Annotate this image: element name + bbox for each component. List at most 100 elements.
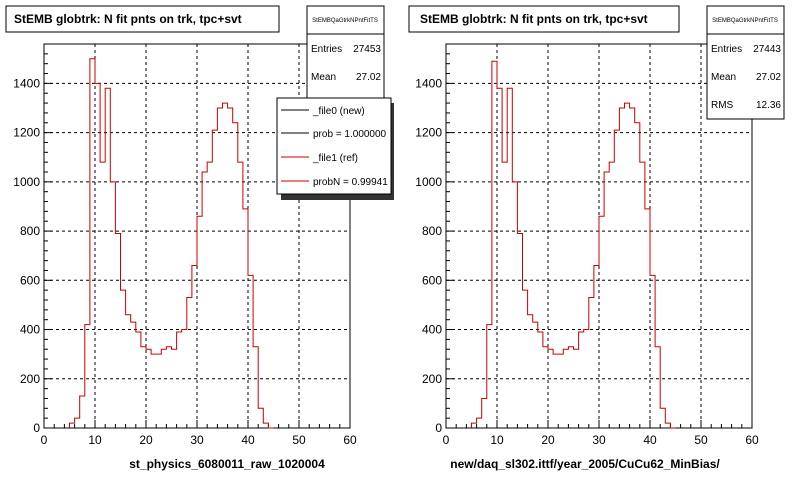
left-histogram-bin (80, 396, 85, 428)
right-histogram-bin (589, 298, 594, 428)
left-y-tick-label: 200 (20, 372, 40, 386)
right-x-tick-label: 0 (443, 433, 450, 447)
legend-label-prob: prob = 1.000000 (313, 129, 387, 140)
left-histogram-bin (156, 354, 161, 428)
left-y-tick-label: 1000 (13, 175, 40, 189)
left-x-axis-label: st_physics_6080011_raw_1020004 (129, 457, 325, 471)
right-histogram-bin (528, 315, 533, 428)
right-histogram-bin (614, 130, 619, 428)
left-histogram-bin (105, 88, 110, 428)
right-histogram-bin (563, 349, 568, 428)
right-histogram-bin (517, 234, 522, 428)
left-series (69, 58, 274, 429)
left-y-tick-label: 600 (20, 273, 40, 287)
left-y-tick-label: 800 (20, 224, 40, 238)
right-y-tick-label: 1200 (415, 126, 442, 140)
right-histogram-bin (604, 172, 609, 428)
left-histogram-bin (100, 162, 105, 428)
right-histogram-bin (619, 108, 624, 428)
left-x-tick-label: 40 (241, 433, 255, 447)
right-histogram-bin (543, 347, 548, 428)
left-histogram-bin (248, 275, 253, 428)
right-x-tick-label: 10 (490, 433, 504, 447)
left-histogram-bin (121, 290, 126, 428)
left-stats-entries-value: 27453 (353, 44, 381, 55)
right-y-tick-label: 800 (422, 224, 442, 238)
legend-frame (276, 97, 392, 195)
left-y-tick-label: 400 (20, 323, 40, 337)
right-histogram-bin (568, 347, 573, 428)
right-histogram-bin (533, 322, 538, 428)
right-series (471, 60, 676, 429)
right-y-tick-label: 200 (422, 372, 442, 386)
left-x-tick-label: 0 (41, 433, 48, 447)
left-stats-entries-label: Entries (311, 44, 342, 55)
right-histogram-bin (579, 332, 584, 428)
right-histogram-bin (492, 61, 497, 428)
right-histogram-bin (665, 423, 670, 428)
right-grid (446, 44, 752, 428)
left-histogram-bin (131, 322, 136, 428)
right-histogram-bin (558, 354, 563, 428)
left-title-box: StEMB globtrk: N fit pnts on trk, tpc+sv… (5, 5, 280, 33)
right-histogram-line (471, 60, 676, 429)
right-histogram-bin (553, 354, 558, 428)
left-histogram-bin (90, 59, 95, 428)
right-histogram-bin (548, 349, 553, 428)
left-histogram-bin (238, 162, 243, 428)
left-histogram-bin (166, 347, 171, 428)
right-histogram-bin (584, 330, 589, 428)
left-histogram-bin (172, 349, 177, 428)
right-histogram-bin (482, 398, 487, 428)
left-histogram-bin (217, 108, 222, 428)
left-y-tick-label: 1400 (13, 76, 40, 90)
right-y-tick-label: 600 (422, 273, 442, 287)
right-histogram-bin (625, 103, 630, 428)
left-histogram-bin (115, 234, 120, 428)
left-histogram-bin (126, 315, 131, 428)
right-histogram-bin (609, 162, 614, 428)
right-stats-entries-label: Entries (711, 44, 742, 55)
left-histogram-bin (151, 354, 156, 428)
right-x-tick-label: 30 (592, 433, 606, 447)
left-histogram-bin (243, 209, 248, 428)
left-stats-mean-value: 27.02 (356, 72, 381, 83)
left-histogram-bin (75, 418, 80, 428)
left-histogram-bin (146, 349, 151, 428)
right-histogram-bin (538, 332, 543, 428)
left-x-tick-label: 50 (292, 433, 306, 447)
right-histogram-bin (630, 108, 635, 428)
left-panel: StEMB globtrk: N fit pnts on trk, tpc+sv… (5, 5, 394, 471)
right-histogram-bin (507, 88, 512, 428)
left-histogram-bin (85, 325, 90, 428)
right-histogram-bin (599, 216, 604, 428)
right-title-box: StEMB globtrk: N fit pnts on trk, tpc+sv… (408, 5, 680, 33)
right-x-tick-label: 40 (643, 433, 657, 447)
right-histogram-bin (472, 423, 477, 428)
right-x-axis-label: new/daq_sl302.ittf/year_2005/CuCu62_MinB… (450, 457, 720, 471)
left-chart-title: StEMB globtrk: N fit pnts on trk, tpc+sv… (14, 12, 242, 26)
right-histogram-bin (523, 290, 528, 428)
left-y-tick-label: 1200 (13, 126, 40, 140)
right-stats-rms-label: RMS (711, 100, 734, 111)
right-y-tick-label: 1000 (415, 175, 442, 189)
right-stats-box: StEMBQaGtrkNPntFitTS Entries 27443 Mean … (706, 5, 785, 120)
left-histogram-bin (136, 332, 141, 428)
left-y-tick-label: 0 (33, 421, 40, 435)
left-histogram-bin (95, 83, 100, 428)
left-histogram-bin (233, 123, 238, 428)
legend-label-file1: _file1 (ref) (312, 153, 358, 164)
right-title-frame (408, 5, 680, 33)
right-stats-mean-value: 27.02 (756, 72, 781, 83)
right-stats-frame (706, 5, 785, 120)
right-histogram-bin (650, 275, 655, 428)
right-histogram-bin (635, 123, 640, 428)
left-stats-name: StEMBQaGtrkNPntFitTS (312, 18, 378, 24)
left-x-tick-label: 60 (343, 433, 357, 447)
legend-label-file0: _file0 (new) (312, 106, 365, 117)
right-histogram-bin (502, 162, 507, 428)
left-histogram-bin (70, 423, 75, 428)
right-panel: StEMB globtrk: N fit pnts on trk, tpc+sv… (408, 5, 785, 471)
